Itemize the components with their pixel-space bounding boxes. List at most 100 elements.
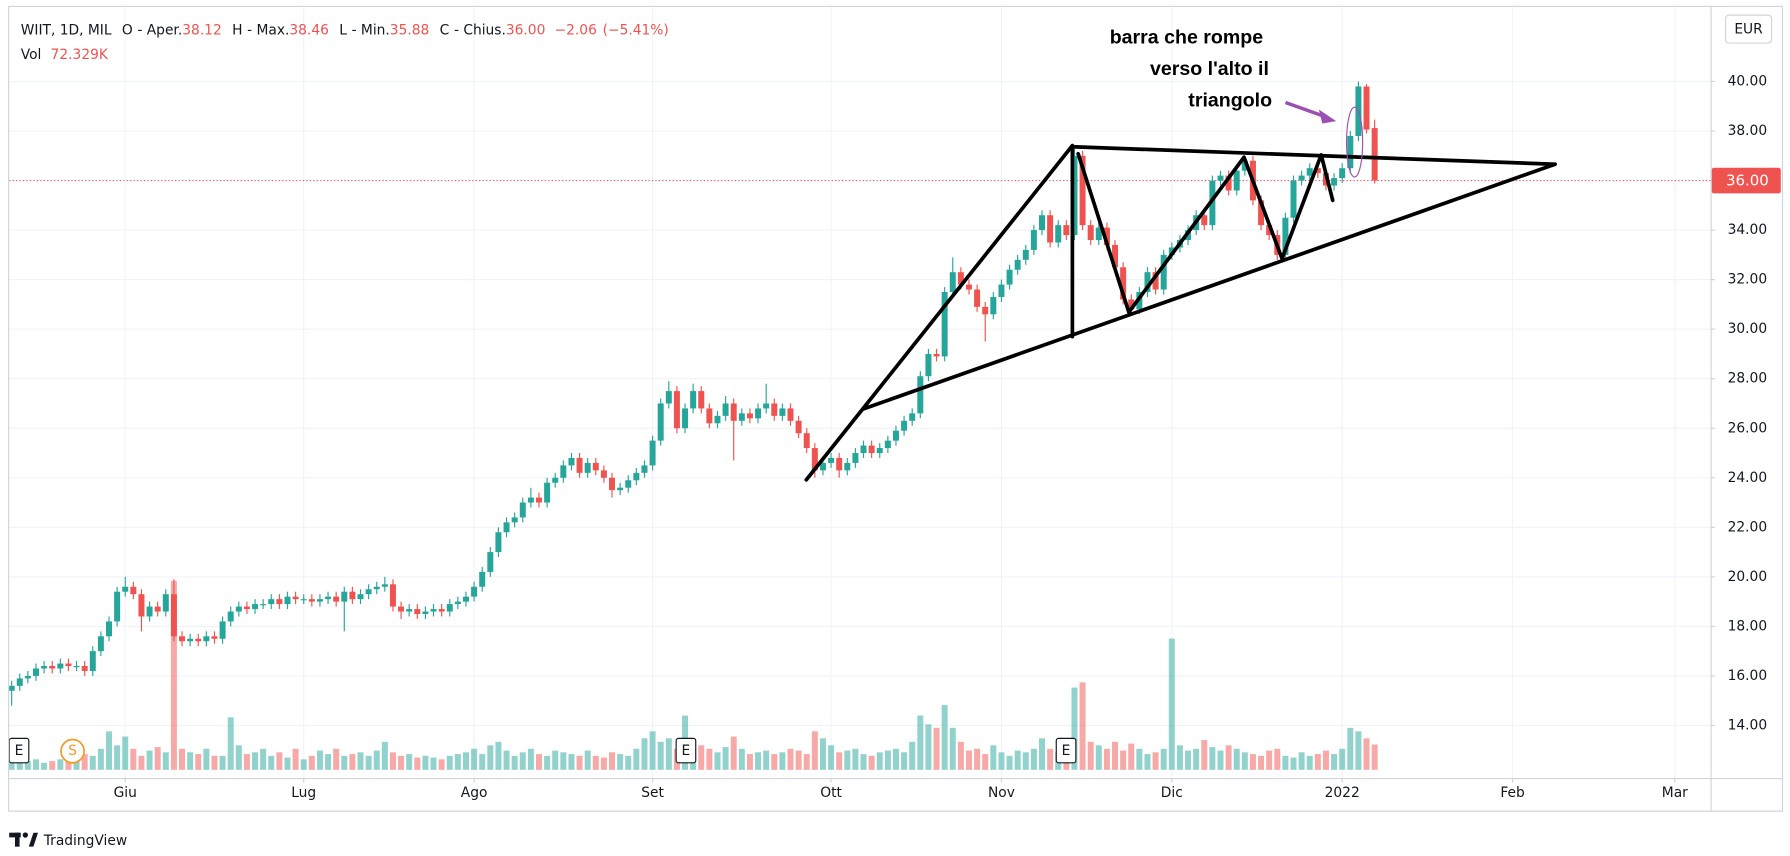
ohlc-name: - Chius. <box>454 22 506 38</box>
candle-body <box>1266 225 1273 236</box>
candle-body <box>97 636 104 652</box>
volume-bar <box>438 759 445 770</box>
candle-body <box>1363 86 1370 130</box>
logo-part <box>22 832 28 838</box>
candle-body <box>292 596 299 600</box>
volume-bar <box>1209 747 1216 770</box>
volume-bar <box>1233 748 1240 770</box>
candle-body <box>852 453 859 463</box>
candle-body <box>365 589 372 595</box>
candle-body <box>462 596 469 602</box>
candle-body <box>454 601 461 605</box>
volume-bar <box>917 715 924 770</box>
candle-body <box>487 552 494 572</box>
volume-bar <box>373 750 380 770</box>
volume-bar <box>138 755 145 770</box>
price-tag-label: 36.00 <box>1726 172 1769 190</box>
volume-bar <box>414 757 421 770</box>
candle-body <box>1030 230 1037 250</box>
volume-bar <box>252 752 259 770</box>
volume-bar <box>1095 745 1102 770</box>
candle-body <box>438 609 445 612</box>
event-label: E <box>15 743 24 759</box>
volume-bar <box>665 738 672 770</box>
volume-bar <box>114 745 121 770</box>
volume-bar <box>1201 740 1208 770</box>
volume-bar <box>1290 757 1297 770</box>
volume-bar <box>1363 738 1370 770</box>
candle-body <box>1217 175 1224 181</box>
volume-bar <box>901 752 908 770</box>
candle-body <box>665 391 672 404</box>
volume-bar <box>106 731 113 770</box>
candle-body <box>316 599 323 602</box>
candle-body <box>1087 225 1094 241</box>
volume-bar <box>57 759 64 770</box>
y-tick-label: 38.00 <box>1728 123 1768 139</box>
x-tick-label: Set <box>641 785 664 801</box>
x-tick-label: Ott <box>820 785 842 801</box>
volume-bar <box>641 738 648 770</box>
candle-body <box>243 606 250 610</box>
y-tick-label: 20.00 <box>1728 569 1768 585</box>
volume-bar <box>576 755 583 770</box>
volume-pane <box>8 580 1378 770</box>
candle-body <box>1112 244 1119 268</box>
candle-body <box>406 609 413 612</box>
candle-body <box>868 445 875 454</box>
volume-name: Vol <box>21 47 42 63</box>
volume-bar <box>316 750 323 770</box>
volume-bar <box>698 745 705 770</box>
volume-bar <box>389 752 396 770</box>
ohlc-value: 35.88 <box>390 22 430 38</box>
frame <box>8 5 1784 812</box>
volume-bar <box>16 759 23 770</box>
volume-bar <box>260 748 267 770</box>
highlight-ellipse <box>1345 106 1364 178</box>
volume-bar <box>1225 745 1232 770</box>
candle-body <box>1298 175 1305 181</box>
candle-body <box>1314 168 1321 174</box>
event-label: E <box>682 743 691 759</box>
candle-body <box>1006 269 1013 285</box>
candle-body <box>1144 272 1151 293</box>
logo-part <box>14 832 20 847</box>
candle-body <box>268 599 275 605</box>
candle-body <box>1347 135 1354 169</box>
candle-body <box>138 594 145 617</box>
currency-box[interactable] <box>1724 14 1773 44</box>
x-tick-label: Ago <box>461 785 488 801</box>
annotation-text: triangolo <box>1188 89 1272 111</box>
candle-body <box>341 591 348 602</box>
candle-body <box>1306 168 1313 176</box>
volume-bar <box>1298 752 1305 770</box>
candle-body <box>738 413 745 421</box>
volume-bar <box>32 759 39 770</box>
volume-bar <box>511 755 518 770</box>
volume-bar <box>65 757 72 770</box>
candle-body <box>536 497 542 503</box>
candle-body <box>511 517 518 523</box>
candle-body <box>1168 247 1175 255</box>
candle-body <box>49 666 56 669</box>
volume-bar <box>1217 750 1224 770</box>
candle-body <box>1120 267 1127 300</box>
y-tick-label: 18.00 <box>1728 618 1768 634</box>
candle-body <box>779 408 786 416</box>
trendline <box>862 162 1557 411</box>
volume-bar <box>41 762 48 770</box>
volume-bar <box>495 741 502 770</box>
candle-body <box>333 596 340 602</box>
candle-body <box>755 408 762 419</box>
volume-bar <box>1152 752 1159 770</box>
candle-body <box>1047 215 1054 243</box>
volume-bar <box>211 755 218 770</box>
x-tick-label: Dic <box>1161 785 1183 801</box>
volume-bar <box>746 754 753 770</box>
volume-bar <box>1258 755 1265 770</box>
candle-body <box>860 445 867 454</box>
events: E S E E <box>8 737 1077 764</box>
candle-body <box>1014 259 1021 270</box>
volume-bar <box>941 705 948 770</box>
